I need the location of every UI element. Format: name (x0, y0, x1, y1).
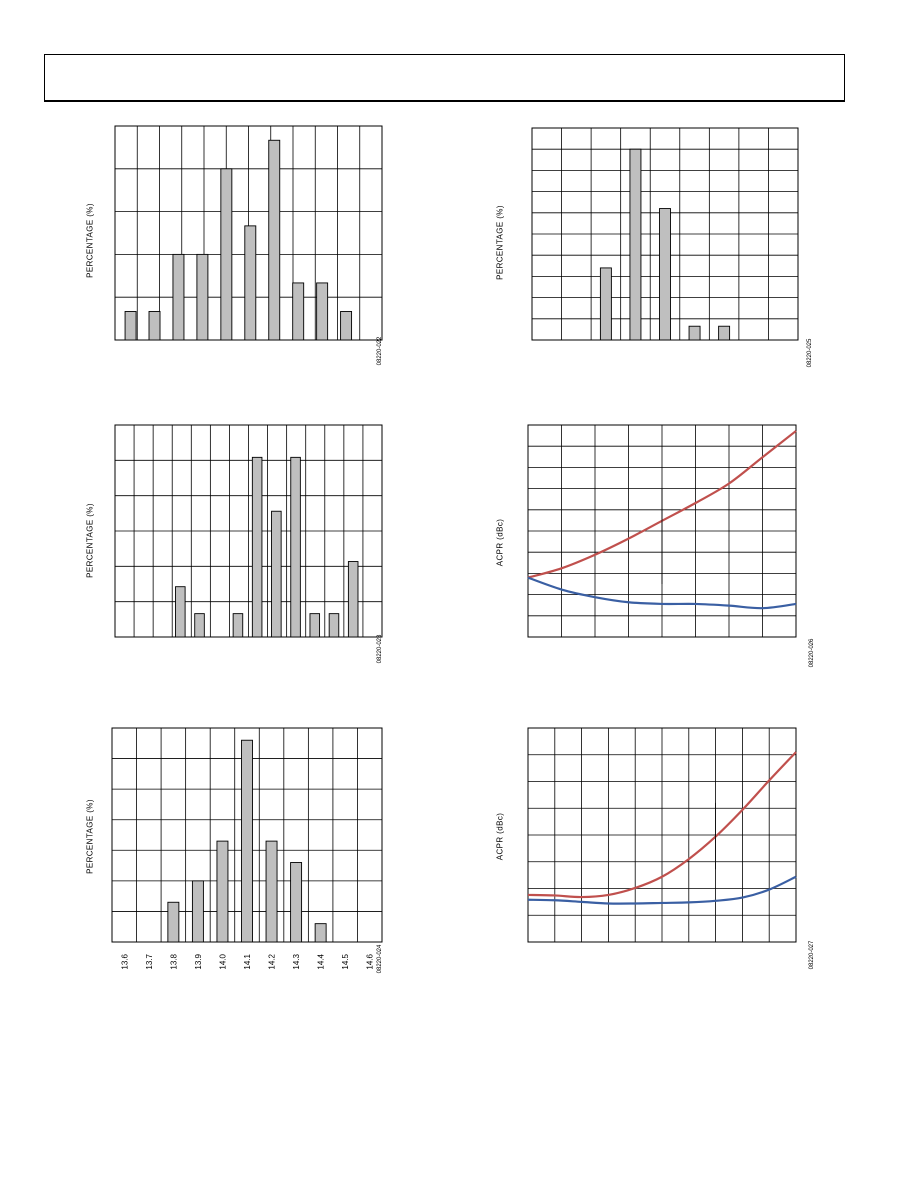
y-axis-label: PERCENTAGE (%) (85, 799, 95, 874)
bar (290, 456, 301, 638)
plot-frame (527, 727, 797, 943)
bar (290, 862, 303, 943)
bar (629, 148, 642, 341)
figure-id: 08220-025 (807, 338, 813, 368)
bar (194, 613, 205, 638)
y-axis-label: PERCENTAGE (%) (85, 503, 95, 578)
bar (688, 325, 701, 341)
bar (292, 282, 305, 341)
bar (271, 510, 282, 638)
figure-id: 08220-026 (809, 638, 815, 668)
bar (340, 311, 353, 341)
page-header-box (44, 54, 845, 102)
bar (196, 253, 209, 341)
grid-lines (114, 424, 383, 638)
bar (216, 840, 229, 943)
bar (191, 880, 204, 943)
bar (251, 456, 263, 638)
chart-fig23-svg (114, 424, 383, 638)
x-tick-label: 14.4 (317, 953, 326, 969)
bar (309, 613, 321, 638)
x-tick-label: 13.7 (145, 953, 154, 969)
chart-fig27-svg (527, 727, 797, 943)
chart-fig26-svg (527, 424, 797, 638)
x-tick-label: 14.5 (341, 953, 350, 969)
x-tick-label: 14.2 (268, 953, 277, 969)
bar (148, 311, 161, 341)
chart-panel-fig23: PERCENTAGE (%) 08220-023 (60, 418, 400, 688)
x-tick-label: 14.0 (218, 953, 227, 969)
figure-id: 08220-022 (377, 336, 383, 366)
chart-panel-fig25: PERCENTAGE (%) 08220-025 (480, 118, 820, 388)
bar (268, 139, 281, 341)
bar (316, 282, 329, 341)
x-tick-label: 14.1 (243, 953, 252, 969)
y-axis-label: PERCENTAGE (%) (495, 205, 505, 280)
x-tick-label: 14.3 (292, 953, 301, 969)
x-tick-label: 13.6 (120, 953, 129, 969)
plot-frame (114, 424, 383, 638)
bar (232, 613, 244, 638)
figure-id: 08220-024 (377, 944, 383, 974)
grid-lines (111, 727, 383, 943)
series-line (527, 576, 797, 610)
bar (167, 901, 180, 943)
x-tick-label: 14.6 (366, 953, 375, 969)
chart-panel-fig26: ACPR (dBc) 08220-026 (480, 418, 820, 688)
chart-fig25-svg (531, 127, 799, 341)
bar (328, 613, 340, 638)
bar (220, 168, 233, 341)
chart-panel-fig27: ACPR (dBc) 08220-027 (480, 720, 820, 990)
x-tick-label: 13.8 (169, 953, 178, 969)
figure-id: 08220-023 (377, 634, 383, 664)
bar (244, 225, 257, 341)
bar (599, 267, 612, 341)
bar (175, 586, 186, 638)
bar (172, 253, 185, 341)
plot-frame (527, 424, 797, 638)
bar (659, 208, 671, 341)
x-tick-label: 13.9 (194, 953, 203, 969)
grid-lines (527, 727, 797, 943)
bar (265, 840, 278, 943)
series-line (527, 875, 797, 905)
chart-panel-fig22: PERCENTAGE (%) 08220-022 (60, 118, 400, 388)
bar (718, 325, 731, 341)
y-axis-label: ACPR (dBc) (495, 518, 505, 567)
chart-fig22-svg (114, 125, 383, 341)
figure-id: 08220-027 (809, 940, 815, 970)
series-line (527, 751, 797, 899)
bar (347, 561, 359, 638)
y-axis-label: ACPR (dBc) (495, 812, 505, 861)
bar (241, 739, 253, 943)
bar (314, 923, 327, 943)
y-axis-label: PERCENTAGE (%) (85, 203, 95, 278)
chart-fig24-svg: 13.6 13.7 13.8 13.9 14.0 14.1 14.2 14.3 14.4 14.5… (111, 727, 383, 970)
chart-panel-fig24: PERCENTAGE (%) 08220-024 13.6 13.7 13.8 13.… (60, 720, 400, 990)
bar (124, 311, 137, 341)
